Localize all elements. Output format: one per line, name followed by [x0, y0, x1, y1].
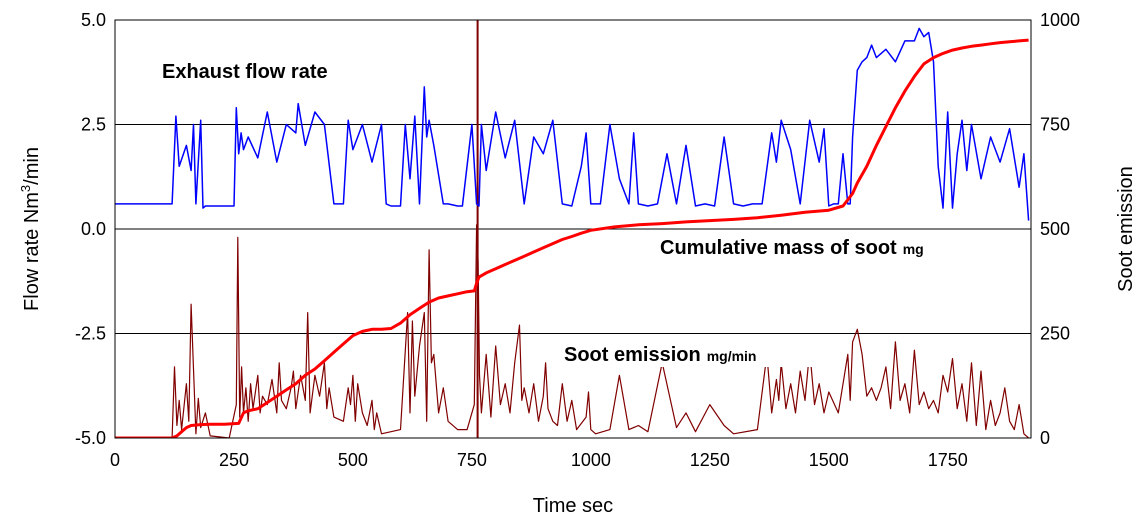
- x-tick-3: 750: [457, 450, 487, 470]
- y-left-tick-3: 2.5: [81, 115, 106, 135]
- soot-emission-unit: mg/min: [707, 348, 757, 364]
- x-tick-1: 250: [219, 450, 249, 470]
- x-tick-5: 1250: [690, 450, 730, 470]
- y-right-tick-0: 0: [1040, 428, 1050, 448]
- soot-label-bg: [556, 339, 824, 367]
- x-axis-ticks: 0 250 500 750 1000 1250 1500 1750: [110, 450, 968, 470]
- y-left-title-sup: 3: [18, 185, 33, 192]
- y-left-axis-title: Flow rate Nm3/min: [18, 147, 43, 311]
- plot-frame: [114, 19, 1032, 439]
- y-left-tick-1: -2.5: [75, 324, 106, 344]
- y-right-axis-ticks: 0 250 500 750 1000: [1040, 10, 1080, 448]
- y-left-tick-2: 0.0: [81, 219, 106, 239]
- series-group: [115, 20, 1030, 438]
- x-tick-4: 1000: [571, 450, 611, 470]
- y-left-title-suffix: /min: [21, 147, 43, 185]
- y-left-title-prefix: Flow rate Nm: [21, 192, 43, 311]
- y-right-tick-3: 750: [1040, 115, 1070, 135]
- y-left-axis-ticks: -5.0 -2.5 0.0 2.5 5.0: [75, 10, 106, 448]
- y-right-tick-1: 250: [1040, 324, 1070, 344]
- annotations: Exhaust flow rate Cumulative mass of soo…: [162, 61, 950, 367]
- cumulative-mass-label: Cumulative mass of soot mg: [660, 237, 924, 259]
- y-right-tick-4: 1000: [1040, 10, 1080, 30]
- x-axis-title: Time sec: [533, 495, 613, 517]
- x-tick-2: 500: [338, 450, 368, 470]
- series-exhaust: [115, 27, 1030, 221]
- y-left-tick-0: -5.0: [75, 428, 106, 448]
- y-right-axis-title: Soot emission: [1115, 166, 1137, 292]
- x-tick-0: 0: [110, 450, 120, 470]
- cumulative-label-bg: [652, 231, 950, 261]
- cumulative-mass-unit: mg: [903, 241, 924, 257]
- y-right-tick-2: 500: [1040, 219, 1070, 239]
- cumulative-mass-text: Cumulative mass of soot: [660, 237, 897, 259]
- series-soot: [115, 224, 1029, 438]
- soot-emission-text: Soot emission: [564, 344, 701, 366]
- soot-emission-label: Soot emission mg/min: [564, 344, 756, 366]
- exhaust-flow-label: Exhaust flow rate: [162, 61, 328, 83]
- y-left-tick-4: 5.0: [81, 10, 106, 30]
- x-tick-7: 1750: [928, 450, 968, 470]
- x-tick-6: 1500: [809, 450, 849, 470]
- series-cumulative: [115, 38, 1029, 438]
